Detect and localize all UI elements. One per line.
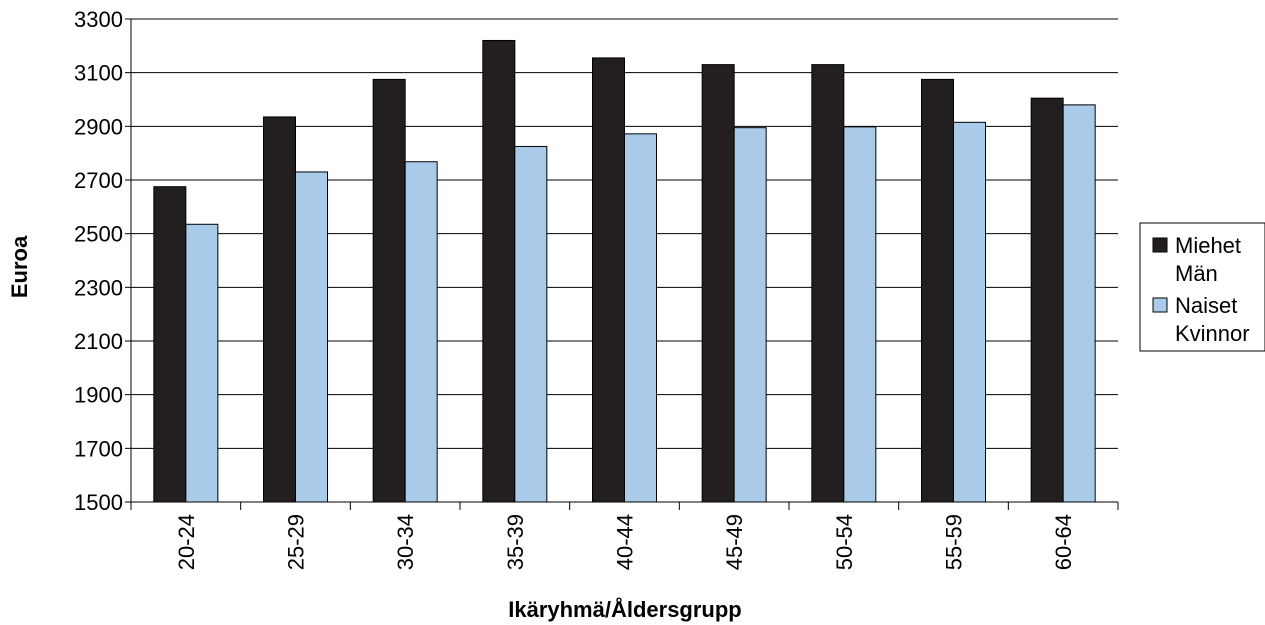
x-tick-label: 60-64 [1051, 514, 1076, 570]
legend-label: Naiset [1175, 293, 1237, 318]
x-tick-labels: 20-24 25-29 30-34 35-39 40-44 45-49 50-54 55-59… [130, 502, 1119, 570]
bar-naiset-50-54 [843, 126, 877, 503]
x-tick-label: 55-59 [942, 514, 967, 570]
y-tick-label: 2900 [74, 114, 123, 139]
x-tick-label: 35-39 [503, 514, 528, 570]
y-tick-label: 1900 [74, 383, 123, 408]
axes [130, 19, 1118, 503]
x-tick-label: 50-54 [832, 514, 857, 570]
legend-label: Kvinnor [1175, 321, 1250, 346]
y-tick-label: 3300 [74, 7, 123, 32]
bar-miehet-25-29 [263, 116, 296, 503]
bar-naiset-30-34 [404, 161, 438, 503]
bar-naiset-55-59 [953, 121, 986, 503]
x-axis-title: Ikäryhmä/Åldersgrupp [508, 596, 742, 622]
bar-miehet-50-54 [811, 64, 845, 503]
bar-miehet-55-59 [921, 78, 954, 503]
bar-naiset-25-29 [295, 171, 328, 503]
y-tick-label: 1700 [74, 436, 123, 461]
bar-miehet-45-49 [701, 64, 735, 503]
legend-label: Miehet [1175, 233, 1241, 258]
bar-naiset-20-24 [185, 223, 219, 503]
bars [153, 39, 1096, 503]
bar-miehet-30-34 [372, 78, 406, 503]
legend-swatch [1152, 237, 1168, 253]
y-tick-label: 2500 [74, 222, 123, 247]
x-tick-label: 25-29 [284, 514, 309, 570]
legend-label: Män [1175, 261, 1218, 286]
y-tick-label: 1500 [74, 490, 123, 515]
y-tick-labels: 1500 1700 1900 2100 2300 2500 2700 2900 3100 3300 [74, 7, 131, 515]
y-tick-label: 2300 [74, 275, 123, 300]
x-tick-label: 20-24 [174, 514, 199, 570]
bar-naiset-60-64 [1062, 104, 1096, 503]
y-tick-label: 3100 [74, 61, 123, 86]
x-tick-label: 30-34 [393, 514, 418, 570]
bar-miehet-35-39 [482, 39, 516, 503]
y-tick-label: 2100 [74, 329, 123, 354]
bar-naiset-35-39 [514, 145, 548, 503]
bar-miehet-60-64 [1030, 97, 1064, 503]
legend: Miehet Män Naiset Kvinnor [1139, 222, 1265, 352]
bar-miehet-40-44 [592, 57, 625, 503]
bar-naiset-45-49 [733, 127, 767, 503]
x-tick-label: 40-44 [613, 514, 638, 570]
x-tick-label: 45-49 [722, 514, 747, 570]
y-axis-title: Euroa [7, 235, 32, 298]
legend-swatch [1152, 297, 1168, 313]
bar-naiset-40-44 [624, 133, 657, 503]
bar-miehet-20-24 [153, 186, 187, 503]
y-tick-label: 2700 [74, 168, 123, 193]
